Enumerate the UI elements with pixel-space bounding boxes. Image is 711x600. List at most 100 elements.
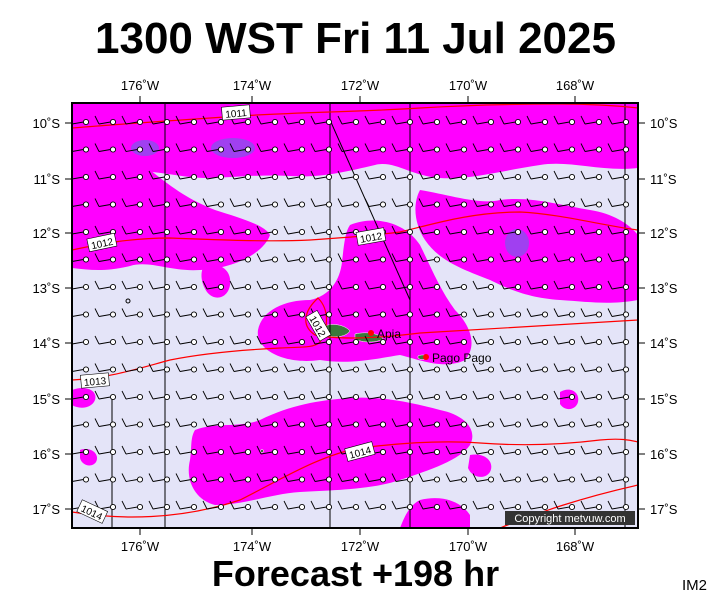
wind-barb	[94, 170, 117, 181]
wind-barb	[418, 308, 441, 318]
wind-barb	[391, 390, 414, 401]
wind-barb	[121, 500, 144, 511]
wind-barb	[553, 143, 576, 153]
wind-barb	[391, 445, 414, 456]
isobar-label: 1013	[80, 372, 110, 389]
wind-barb	[229, 335, 252, 346]
wind-barb	[202, 335, 225, 346]
wind-barb	[364, 473, 387, 483]
wind-barb	[526, 170, 549, 181]
wind-barb	[472, 445, 495, 456]
place-markers: Apia Pago Pago	[368, 327, 492, 365]
wind-barb	[310, 500, 333, 511]
wind-barb	[94, 198, 117, 208]
wind-barb	[445, 445, 468, 456]
wind-barb	[283, 418, 306, 428]
wind-barb	[337, 253, 360, 263]
wind-barb	[283, 198, 306, 208]
wind-barb	[283, 280, 306, 291]
wind-barb	[364, 390, 387, 401]
wind-barb	[148, 253, 171, 263]
wind-barb	[553, 335, 576, 346]
wind-barb	[175, 308, 198, 318]
wind-barb	[607, 143, 630, 153]
wind-barb	[202, 473, 225, 483]
wind-barb	[229, 363, 252, 373]
copyright-box: Copyright metvuw.com	[505, 511, 635, 525]
wind-barb	[526, 143, 549, 153]
wind-barb	[72, 366, 90, 373]
svg-text:1013: 1013	[84, 376, 108, 389]
lat-label-right: 14˚S	[650, 336, 678, 351]
wind-barb	[445, 170, 468, 181]
wind-barb	[148, 445, 171, 456]
wind-barb	[364, 253, 387, 263]
wind-barb	[202, 225, 225, 236]
wind-barb	[391, 418, 414, 428]
wind-barb	[418, 335, 441, 346]
wind-barb	[256, 473, 279, 483]
wind-barb	[283, 445, 306, 456]
lat-label-right: 10˚S	[650, 116, 678, 131]
wind-barb	[94, 308, 117, 318]
wind-barb	[526, 390, 549, 401]
wind-barb	[445, 390, 468, 401]
wind-barb	[256, 363, 279, 373]
wind-barb	[445, 225, 468, 236]
wind-barb	[418, 473, 441, 483]
axis-ticks	[65, 96, 645, 535]
wind-barb	[580, 253, 603, 263]
svg-text:Copyright metvuw.com: Copyright metvuw.com	[514, 513, 625, 525]
wind-barb	[445, 418, 468, 428]
wind-barb	[148, 500, 171, 511]
wind-barb	[283, 500, 306, 511]
wind-barb	[607, 115, 630, 126]
lon-label-bottom: 176˚W	[121, 539, 160, 554]
lon-label-bottom: 172˚W	[341, 539, 380, 554]
wind-barb	[94, 280, 117, 291]
wind-barb	[472, 280, 495, 291]
lat-label-left: 16˚S	[33, 447, 61, 462]
wind-barb	[175, 225, 198, 236]
lat-label-left: 17˚S	[33, 502, 61, 517]
wind-barb	[499, 335, 522, 346]
isobar-label-group: 1011 1012 1012 1012 1013 1014 1014	[76, 104, 387, 524]
wind-barb	[148, 363, 171, 373]
wind-barb	[94, 115, 117, 126]
wind-barb	[121, 253, 144, 263]
wind-barb	[364, 170, 387, 181]
wind-barb	[580, 418, 603, 428]
wind-barb	[283, 390, 306, 401]
apia-label: Apia	[377, 327, 401, 341]
wind-barb	[310, 280, 333, 291]
wind-barb	[72, 173, 90, 181]
wind-barb	[364, 143, 387, 153]
wind-barb	[445, 115, 468, 126]
wind-barb	[283, 253, 306, 263]
lat-label-left: 13˚S	[33, 281, 61, 296]
wind-barb	[391, 280, 414, 291]
wind-barb	[72, 448, 90, 456]
wind-barb	[607, 363, 630, 373]
wind-barb	[580, 445, 603, 456]
wind-barb	[364, 418, 387, 428]
wind-barb	[121, 418, 144, 428]
wind-barb	[580, 473, 603, 483]
apia-marker	[368, 330, 374, 336]
lat-label-left: 10˚S	[33, 116, 61, 131]
wind-barb	[256, 500, 279, 511]
wind-barb	[580, 198, 603, 208]
svg-text:1012: 1012	[90, 237, 114, 252]
svg-text:1012: 1012	[359, 231, 383, 246]
wind-barb	[337, 335, 360, 346]
wind-barb	[580, 170, 603, 181]
wind-barb	[148, 390, 171, 401]
wind-barb	[418, 225, 441, 236]
svg-text:1011: 1011	[225, 108, 248, 121]
wind-barb	[121, 225, 144, 236]
wind-barb	[256, 198, 279, 208]
wind-barb	[72, 393, 90, 401]
wind-barb	[256, 418, 279, 428]
wind-barb	[256, 253, 279, 263]
wind-barb	[175, 445, 198, 456]
